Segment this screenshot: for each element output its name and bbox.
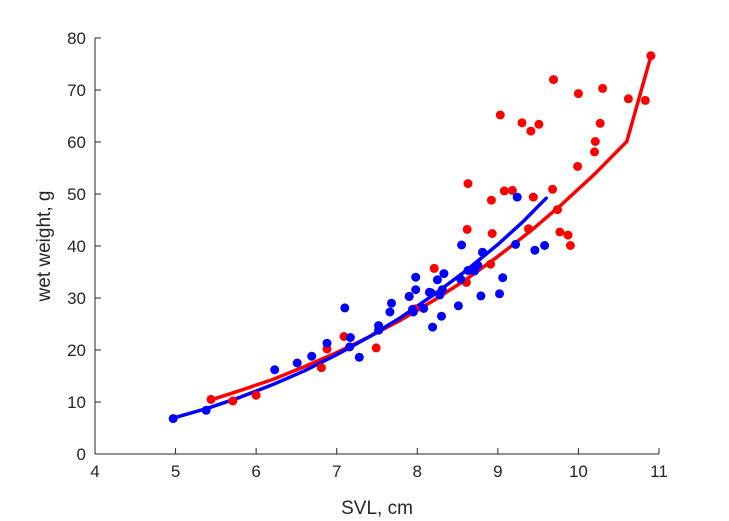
- data-point-series-2-10: [354, 352, 364, 362]
- data-point-series-1-12: [462, 224, 472, 234]
- data-point-series-1-2: [228, 396, 238, 406]
- data-point-series-1-21: [524, 224, 533, 234]
- data-point-series-1-19: [507, 185, 517, 195]
- data-point-series-2-28: [439, 269, 449, 279]
- y-tick-label: 20: [67, 341, 86, 360]
- x-tick-label: 4: [90, 462, 99, 481]
- data-point-series-2-17: [408, 307, 418, 317]
- data-point-series-2-6: [322, 338, 332, 348]
- data-point-series-1-26: [549, 75, 558, 85]
- data-point-series-2-39: [511, 239, 521, 249]
- data-point-series-1-18: [499, 186, 509, 196]
- x-tick-label: 10: [569, 462, 588, 481]
- x-tick-label: 6: [251, 462, 260, 481]
- data-point-series-1-25: [548, 184, 558, 194]
- data-point-series-2-36: [478, 247, 487, 257]
- data-point-series-1-28: [555, 227, 565, 237]
- data-point-series-2-2: [201, 405, 211, 415]
- data-point-series-1-20: [517, 118, 527, 128]
- data-point-series-2-1: [168, 414, 178, 424]
- data-point-series-2-12: [374, 321, 384, 331]
- data-point-series-2-41: [530, 245, 540, 255]
- data-point-series-2-24: [432, 275, 442, 285]
- data-point-series-1-33: [590, 147, 599, 157]
- y-tick-label: 10: [67, 393, 86, 412]
- data-point-series-1-17: [495, 110, 505, 120]
- data-point-series-1-29: [563, 230, 573, 240]
- data-point-series-1-37: [623, 94, 633, 104]
- y-tick-label: 0: [77, 445, 86, 464]
- y-tick-label: 70: [67, 81, 86, 100]
- data-point-series-1-15: [486, 195, 496, 205]
- data-point-series-2-42: [540, 241, 550, 250]
- data-point-series-1-14: [486, 259, 496, 269]
- data-point-series-2-4: [292, 358, 302, 368]
- data-point-series-1-31: [573, 161, 583, 171]
- data-point-series-1-39: [646, 51, 656, 61]
- x-tick-label: 7: [332, 462, 341, 481]
- y-tick-label: 60: [67, 133, 86, 152]
- data-point-series-2-3: [270, 365, 280, 375]
- data-point-series-1-36: [598, 83, 608, 93]
- data-point-series-2-40: [512, 192, 522, 202]
- data-point-series-2-19: [411, 272, 421, 282]
- data-point-series-2-37: [495, 289, 504, 299]
- fit-lines: [171, 54, 653, 420]
- data-point-series-2-8: [345, 342, 355, 352]
- data-point-series-1-10: [429, 263, 439, 273]
- plot-background: [95, 38, 659, 454]
- data-point-series-2-23: [428, 322, 438, 332]
- data-point-series-1-22: [526, 126, 536, 136]
- plot-area: [95, 38, 659, 454]
- data-point-series-2-13: [385, 307, 395, 317]
- data-point-series-2-29: [453, 301, 463, 311]
- data-point-series-2-30: [456, 274, 466, 284]
- y-tick-label: 50: [67, 185, 86, 204]
- data-point-series-1-4: [316, 363, 326, 373]
- data-point-series-1-35: [595, 118, 605, 128]
- data-point-series-2-20: [419, 303, 429, 313]
- data-point-series-1-3: [251, 390, 261, 400]
- data-point-series-2-35: [476, 291, 486, 301]
- data-point-series-1-13: [463, 179, 473, 189]
- x-axis-label: SVL, cm: [341, 498, 413, 519]
- data-point-series-2-18: [411, 285, 421, 295]
- data-point-series-1-16: [487, 229, 497, 238]
- y-tick-label: 30: [67, 289, 86, 308]
- x-tick-label: 5: [171, 462, 180, 481]
- y-tick-label: 40: [67, 237, 86, 256]
- y-tick-label: 80: [67, 29, 86, 48]
- data-point-series-2-38: [498, 273, 508, 283]
- data-point-series-1-38: [640, 95, 650, 105]
- data-point-series-2-22: [426, 288, 436, 298]
- data-point-series-2-5: [307, 351, 317, 361]
- axes: 4 5 6 7 8 9 10 11 0 10 20 30 40 50 60 70 80: [67, 29, 668, 481]
- data-point-series-2-14: [387, 298, 396, 308]
- data-point-series-1-7: [371, 343, 381, 353]
- data-point-series-2-34: [473, 260, 483, 270]
- data-point-series-1-30: [565, 241, 575, 250]
- fit-line-series-2: [171, 196, 548, 420]
- data-point-series-2-15: [404, 291, 414, 301]
- data-point-series-2-31: [457, 240, 467, 250]
- data-point-series-2-9: [345, 333, 355, 342]
- data-point-series-1-24: [534, 119, 544, 129]
- data-point-series-1-27: [553, 205, 562, 215]
- data-point-series-1-34: [590, 137, 600, 146]
- x-tick-label: 8: [413, 462, 422, 481]
- y-axis-label: wet weight, g: [34, 191, 55, 303]
- data-point-series-2-32: [463, 265, 473, 275]
- fit-line-series-1: [209, 54, 653, 402]
- data-point-series-2-27: [437, 285, 447, 295]
- data-point-series-2-7: [340, 303, 350, 313]
- data-point-series-1-1: [206, 394, 216, 404]
- x-tick-label: 9: [493, 462, 502, 481]
- x-tick-label: 11: [650, 462, 668, 481]
- data-point-series-1-32: [573, 89, 583, 99]
- data-points: [168, 51, 656, 424]
- data-point-series-1-23: [528, 192, 538, 202]
- data-point-series-2-26: [437, 311, 446, 321]
